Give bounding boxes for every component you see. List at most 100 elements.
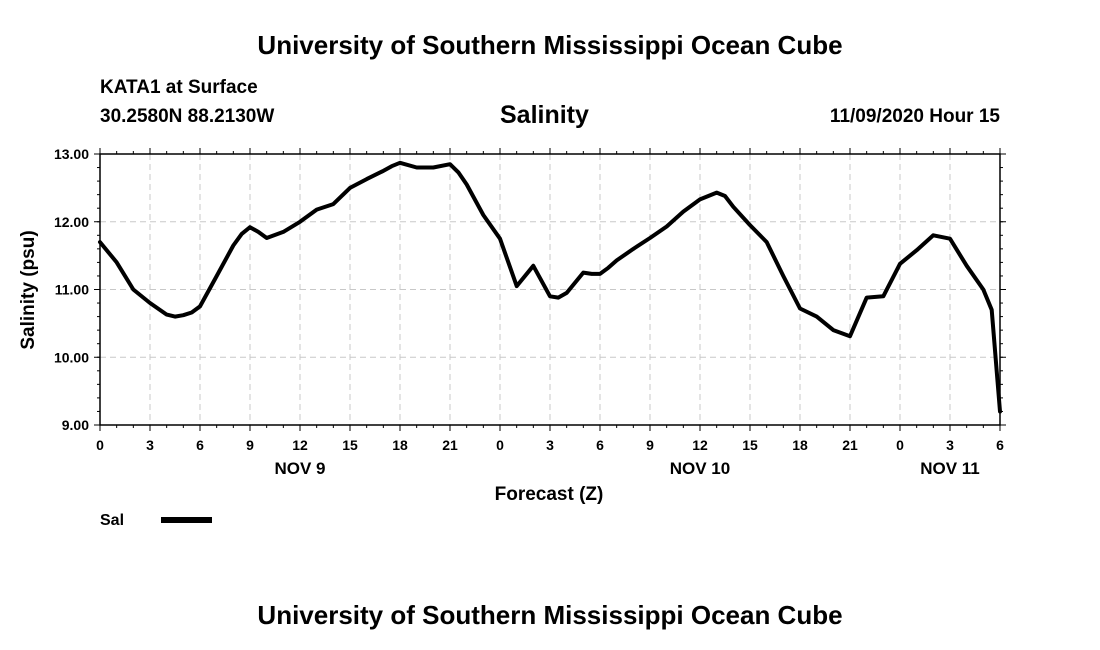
data-point [899,263,901,265]
x-tick-label: 0 [496,437,504,453]
data-point [499,238,501,240]
data-point [216,275,218,277]
y-tick-label: 13.00 [54,146,89,162]
legend-label: Sal [100,512,124,529]
data-point [557,297,559,299]
data-point [457,171,459,173]
data-point [257,231,259,233]
data-point [607,267,609,269]
data-point [132,288,134,291]
data-point [516,285,518,287]
x-tick-label: 21 [842,437,858,453]
x-tick-label: 9 [246,437,254,453]
data-point [232,244,234,247]
y-tick-label: 9.00 [62,417,89,433]
x-tick-label: 12 [692,437,708,453]
plot-frame [99,153,1001,426]
bottom-title: University of Southern Mississippi Ocean… [257,600,843,630]
data-point [332,203,334,205]
data-point [749,224,751,226]
data-point [932,234,934,236]
x-tick-label: 9 [646,437,654,453]
data-point [632,248,634,250]
top-title: University of Southern Mississippi Ocean… [257,30,843,60]
y-tick-label: 10.00 [54,349,89,365]
x-tick-label: 3 [546,437,554,453]
data-point [782,275,784,277]
data-point [166,314,168,316]
data-point [916,249,918,251]
data-point [391,165,393,167]
data-point [582,272,584,274]
data-point [249,226,251,228]
y-tick-label: 11.00 [55,282,89,298]
data-point [982,288,984,291]
data-point [532,265,534,267]
chart-title: Salinity [500,101,589,129]
data-point [699,198,701,200]
data-point [682,211,684,213]
x-tick-label: 6 [596,437,604,453]
data-point [191,311,193,314]
data-point [316,209,318,211]
data-point [482,214,484,216]
data-point [616,259,618,261]
data-point [882,295,884,297]
data-point [299,221,301,223]
data-point [957,251,959,253]
day-label: NOV 11 [920,459,980,478]
data-point [282,231,284,233]
data-point [649,237,651,239]
data-point [799,307,801,310]
data-point [724,195,726,197]
data-point [241,233,243,235]
data-point [382,170,384,172]
day-label: NOV 10 [670,459,730,478]
data-point [266,237,268,239]
data-point [399,162,401,164]
data-point [149,302,151,304]
data-point [549,295,551,297]
x-tick-label: 0 [896,437,904,453]
x-tick-label: 15 [742,437,758,453]
x-tick-label: 18 [392,437,408,453]
data-point [591,273,593,275]
x-tick-label: 12 [292,437,308,453]
data-point [766,241,768,243]
data-point [416,166,418,169]
y-tick-label: 12.00 [54,214,89,230]
x-tick-label: 0 [96,437,104,453]
data-point [116,261,118,263]
y-axis-label: Salinity (psu) [18,230,39,349]
data-point [366,178,368,180]
x-tick-label: 3 [146,437,154,453]
data-point [449,163,451,165]
data-point [599,273,601,275]
data-point [866,297,868,299]
x-tick-label: 15 [342,437,358,453]
forecast-datetime: 11/09/2020 Hour 15 [829,106,1000,127]
data-point [666,225,668,228]
x-tick-label: 6 [196,437,204,453]
data-point [849,335,851,337]
data-point [174,316,176,318]
data-point [816,316,818,318]
station-coords: 30.2580N 88.2130W [100,106,275,127]
x-tick-label: 21 [442,437,458,453]
data-point [991,309,993,311]
station-label: KATA1 at Surface [100,77,258,98]
legend-swatch [161,517,212,523]
data-point [466,183,468,186]
data-point [949,238,951,240]
data-point [716,192,718,194]
data-point [349,187,351,189]
x-tick-label: 6 [996,437,1004,453]
data-point [566,292,568,294]
data-point [966,265,968,267]
data-point [432,166,434,169]
x-axis-label: Forecast (Z) [495,484,604,505]
x-tick-label: 3 [946,437,954,453]
data-point [199,305,201,307]
data-point [182,314,184,316]
